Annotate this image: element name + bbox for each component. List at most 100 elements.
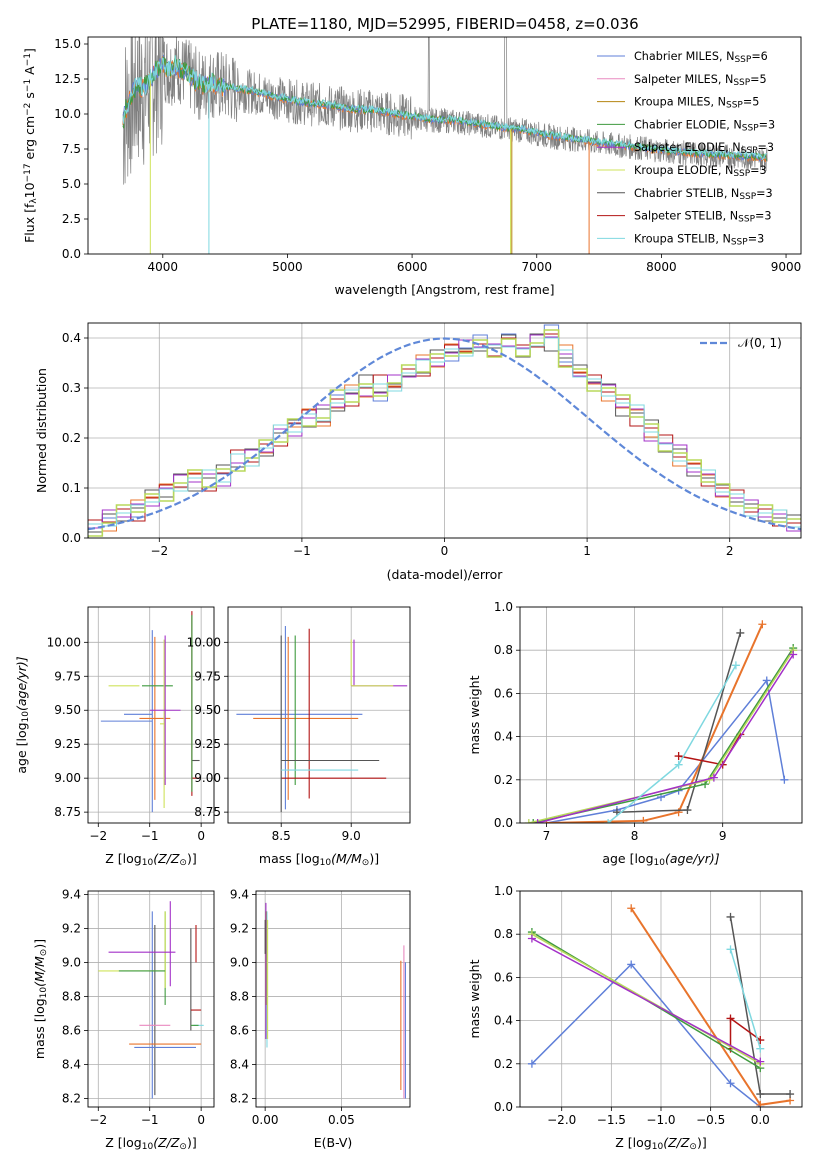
mass_weight_vs_age-marker-7-2 xyxy=(731,661,740,670)
mass_weight_vs_age-marker-7-0 xyxy=(604,819,613,823)
mass_weight_vs_Z-marker-0-1 xyxy=(627,960,636,969)
age_vs_Z-errorbar-4 xyxy=(149,635,181,785)
spectrum-plot-area xyxy=(122,37,768,254)
mass_vs_EBV-ytick-label-0: 8.2 xyxy=(230,1091,249,1105)
age_vs_mass-ytick-label-3: 9.50 xyxy=(194,703,221,717)
mass-vs-Z-ylabel: mass [log10(M/M⊙)] xyxy=(32,939,49,1059)
mass_vs_Z-ytick-label-5: 9.2 xyxy=(62,921,81,935)
mass_weight_vs_Z-xtick-label-3: −0.5 xyxy=(696,1113,725,1127)
spectrum-ylabel: Flux [fλ10−17 erg cm−2 s−1 A−1] xyxy=(22,48,39,243)
age_vs_Z-ytick-label-0: 8.75 xyxy=(54,805,81,819)
mass_weight_vs_age-marker-2-1 xyxy=(683,806,692,815)
age_vs_Z-xtick-label-2: 0 xyxy=(197,829,205,843)
residuals-xtick-label-4: 2 xyxy=(726,544,734,558)
mass_weight_vs_Z-marker-0-2 xyxy=(726,1079,735,1088)
mass_weight_vs_Z-series-7 xyxy=(729,949,762,1049)
mass_weight_vs_age-series-2 xyxy=(616,632,742,813)
residuals-ylabel: Normed distribution xyxy=(34,368,49,493)
mass_weight_vs_age-marker-1-2 xyxy=(674,808,683,817)
age_vs_Z-ytick-label-2: 9.25 xyxy=(54,737,81,751)
mass_weight_vs_age-frame xyxy=(519,606,803,824)
gauss-legend-label: 𝒩(0, 1) xyxy=(738,336,782,350)
spectrum-xtick-label-4: 8000 xyxy=(646,260,677,274)
mass_weight_vs_Z-marker-7-0 xyxy=(726,945,735,954)
age_vs_Z-ytick-label-4: 9.75 xyxy=(54,669,81,683)
mass_weight_vs_age-marker-1-3 xyxy=(758,620,767,629)
mass_vs_EBV-ytick-label-2: 8.6 xyxy=(230,1023,249,1037)
mass_vs_EBV-xtick-label-0: 0.00 xyxy=(252,1113,279,1127)
mass_weight_vs_Z-xtick-label-4: 0.0 xyxy=(751,1113,770,1127)
residuals-xtick-label-1: −1 xyxy=(293,544,311,558)
age_vs_mass-errorbar-1 xyxy=(253,636,359,800)
residuals-xtick-label-3: 1 xyxy=(583,544,591,558)
mass_vs_Z-xtick-label-2: 0 xyxy=(197,1113,205,1127)
mass_weight_vs_Z-marker-6-0 xyxy=(527,934,536,943)
mass_weight_vs_Z-ytick-label-4: 0.8 xyxy=(494,927,513,941)
residuals-xtick-label-0: −2 xyxy=(150,544,168,558)
age_vs_Z-ytick-label-3: 9.50 xyxy=(54,703,81,717)
spectrum-xtick-label-3: 7000 xyxy=(521,260,552,274)
mass_vs_Z-ytick-label-6: 9.4 xyxy=(62,887,81,901)
mass_weight_vs_age-marker-6-2 xyxy=(789,650,798,659)
age_vs_mass-plot-area xyxy=(236,626,408,813)
figure-title: PLATE=1180, MJD=52995, FIBERID=0458, z=0… xyxy=(251,15,638,33)
mass_weight_vs_age-ytick-label-3: 0.6 xyxy=(494,686,513,700)
mass_vs_EBV-ytick-label-4: 9.0 xyxy=(230,955,249,969)
spectrum-xlabel: wavelength [Angstrom, rest frame] xyxy=(334,282,554,297)
mass_vs_EBV-frame xyxy=(255,890,411,1108)
residuals-ytick-label-3: 0.3 xyxy=(62,381,81,395)
age_vs_mass-panel: 8.5 9.0 8.75 9.00 9.25 9.50 9.75 10.00 mass [log… xyxy=(187,606,411,868)
mass_weight_vs_Z-series-6 xyxy=(531,937,761,1063)
age_vs_mass-ytick-label-0: 8.75 xyxy=(194,805,221,819)
mass_weight_vs_age-marker-0-4 xyxy=(762,676,771,685)
mass-vs-EBV-xlabel: E(B-V) xyxy=(314,1135,353,1150)
mass_weight_vs_Z-ytick-label-0: 0.0 xyxy=(494,1100,513,1114)
mass_vs_EBV-xtick-label-1: 0.05 xyxy=(328,1113,355,1127)
mass_weight_vs_Z-ytick-label-5: 1.0 xyxy=(494,884,513,898)
age_vs_mass-frame xyxy=(227,606,411,824)
mass_weight_vs_Z-ytick-label-2: 0.4 xyxy=(494,1014,513,1028)
age_vs_mass-ytick-label-1: 9.00 xyxy=(194,771,221,785)
age-vs-Z-xlabel: Z [log10(Z/Z⊙)] xyxy=(105,851,196,868)
mass_weight_vs_Z-xtick-label-0: −2.0 xyxy=(547,1113,576,1127)
spectrum-ytick-label-0: 0.0 xyxy=(62,247,81,261)
mass_weight_vs_Z-ylabel: mass weight xyxy=(467,959,482,1038)
mass_weight_vs_age-marker-0-5 xyxy=(780,775,789,784)
residuals-ytick-label-4: 0.4 xyxy=(62,331,81,345)
mass_weight_vs_age-marker-4-0 xyxy=(529,819,538,823)
mass_vs_Z-ytick-label-2: 8.6 xyxy=(62,1023,81,1037)
mass_weight_vs_Z-marker-1-0 xyxy=(627,904,636,913)
spectrum-ytick-label-4: 10.0 xyxy=(54,107,81,121)
mass_weight_vs_Z-xtick-label-1: −1.5 xyxy=(597,1113,626,1127)
mass_vs_Z-ytick-label-3: 8.8 xyxy=(62,989,81,1003)
mass_weight_vs_Z-marker-2-1 xyxy=(756,1090,765,1099)
spectrum-ytick-label-6: 15.0 xyxy=(54,37,81,51)
mass_weight_vs_Z-marker-3-1 xyxy=(726,1014,735,1023)
mass_weight_vs_age-marker-2-2 xyxy=(736,628,745,637)
mass_weight_vs_age-marker-7-1 xyxy=(674,760,683,769)
mass_weight_vs_Z-ytick-label-3: 0.6 xyxy=(494,970,513,984)
mass_weight_vs_age-xtick-label-2: 9 xyxy=(719,829,727,843)
mass_weight_vs_age-marker-6-0 xyxy=(533,819,542,823)
mass_weight_vs_age-ytick-label-1: 0.2 xyxy=(494,773,513,787)
spectrum-xtick-label-5: 9000 xyxy=(771,260,802,274)
residuals-ytick-label-2: 0.2 xyxy=(62,431,81,445)
legend-entry-0: Chabrier MILES, NSSP=6 xyxy=(634,50,768,65)
mass_vs_Z-xtick-label-1: −1 xyxy=(141,1113,159,1127)
legend-entry-3: Chabrier ELODIE, NSSP=3 xyxy=(634,118,775,133)
age_vs_mass-xtick-label-1: 9.0 xyxy=(342,829,361,843)
mass_vs_EBV-ytick-label-1: 8.4 xyxy=(230,1057,249,1071)
residuals-ytick-label-0: 0.0 xyxy=(62,531,81,545)
mass_weight_vs_Z-ytick-label-1: 0.2 xyxy=(494,1057,513,1071)
mass_weight_vs_age-marker-6-1 xyxy=(709,773,718,782)
mass_vs_EBV-ytick-label-5: 9.2 xyxy=(230,921,249,935)
age-vs-Z-ylabel: age [log10(age/yr)] xyxy=(14,656,31,773)
spectrum-panel: 4000 5000 6000 7000 8000 9000 0.0 2.5 5.0 7.5 10.0… xyxy=(22,36,802,297)
age_vs_Z-errorbar-0 xyxy=(100,630,153,813)
mass_weight_vs_age-series-0 xyxy=(546,678,786,823)
spectrum-legend: Chabrier MILES, NSSP=6 Salpeter MILES, NS… xyxy=(597,50,775,248)
age_vs_mass-xtick-label-0: 8.5 xyxy=(272,829,291,843)
mass_weight_vs_Z-marker-1-1 xyxy=(756,1100,765,1107)
residuals-ytick-label-1: 0.1 xyxy=(62,481,81,495)
